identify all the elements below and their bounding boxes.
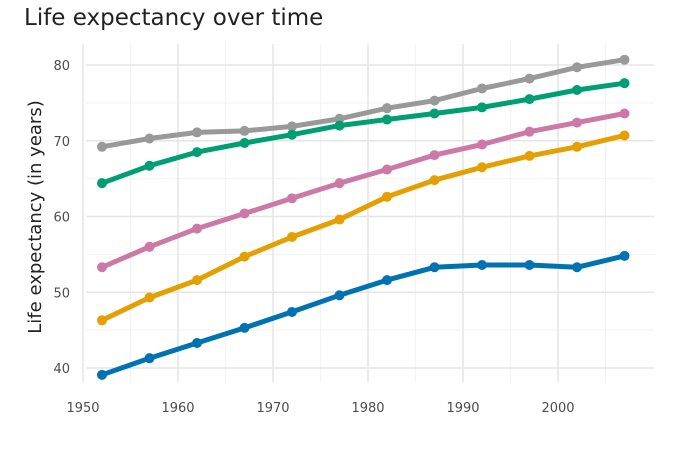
data-point [97, 315, 107, 326]
data-point [429, 108, 440, 119]
data-point [429, 262, 440, 273]
data-point [287, 231, 297, 242]
data-point [97, 369, 107, 380]
x-tick-label: 2000 [541, 401, 574, 416]
series-line [99, 80, 627, 186]
data-point [144, 292, 155, 303]
series-line [99, 253, 627, 378]
data-point [429, 95, 440, 106]
data-point [192, 127, 202, 138]
data-point [477, 102, 487, 113]
data-point [619, 78, 630, 89]
data-point [524, 94, 535, 105]
data-point [192, 223, 202, 234]
data-point [382, 164, 392, 175]
x-tick-label: 1990 [446, 401, 479, 416]
data-point [572, 84, 582, 95]
data-point [477, 162, 487, 173]
data-point [429, 150, 440, 161]
data-point [287, 121, 297, 132]
data-point [477, 139, 487, 150]
data-point [382, 114, 392, 125]
data-point [192, 275, 202, 286]
data-point [144, 353, 155, 364]
data-point [287, 306, 297, 317]
data-point [572, 262, 582, 273]
data-point [524, 73, 535, 84]
x-tick-label: 1950 [66, 401, 99, 416]
series-line [99, 132, 627, 323]
data-point [382, 275, 392, 286]
y-tick-label: 60 [53, 211, 70, 226]
data-point [382, 103, 392, 114]
data-point [619, 250, 630, 261]
y-tick-label: 80 [53, 59, 70, 74]
series-line [99, 111, 627, 270]
data-point [287, 129, 297, 140]
data-point [477, 83, 487, 94]
data-point [572, 141, 582, 152]
data-point [524, 126, 535, 137]
y-tick-label: 40 [53, 362, 70, 377]
y-tick-label: 70 [53, 135, 70, 150]
data-point [334, 120, 345, 131]
data-point [524, 259, 535, 270]
x-tick-label: 1980 [351, 401, 384, 416]
data-point [144, 160, 155, 171]
data-point [239, 251, 250, 262]
data-point [334, 290, 345, 301]
data-point [572, 62, 582, 73]
data-point [239, 322, 250, 333]
data-point [382, 191, 392, 202]
data-point [144, 133, 155, 144]
data-point [97, 178, 107, 189]
x-tick-label: 1970 [256, 401, 289, 416]
data-point [619, 108, 630, 119]
data-point [619, 130, 630, 141]
data-point [524, 150, 535, 161]
x-tick-label: 1960 [161, 401, 194, 416]
data-point [192, 147, 202, 158]
data-point [477, 259, 487, 270]
data-point [239, 125, 250, 136]
data-point [334, 178, 345, 189]
data-point [619, 54, 630, 65]
data-point [334, 214, 345, 225]
chart-title: Life expectancy over time [24, 5, 324, 31]
data-point [429, 175, 440, 186]
series-line [99, 57, 627, 150]
data-point [239, 138, 250, 149]
y-axis-title: Life expectancy (in years) [25, 100, 46, 333]
y-tick-label: 50 [53, 286, 70, 301]
data-point [239, 208, 250, 219]
data-point [97, 141, 107, 152]
data-point [97, 262, 107, 273]
data-point [144, 241, 155, 252]
data-point [287, 193, 297, 204]
data-point [572, 117, 582, 128]
data-point [192, 338, 202, 349]
